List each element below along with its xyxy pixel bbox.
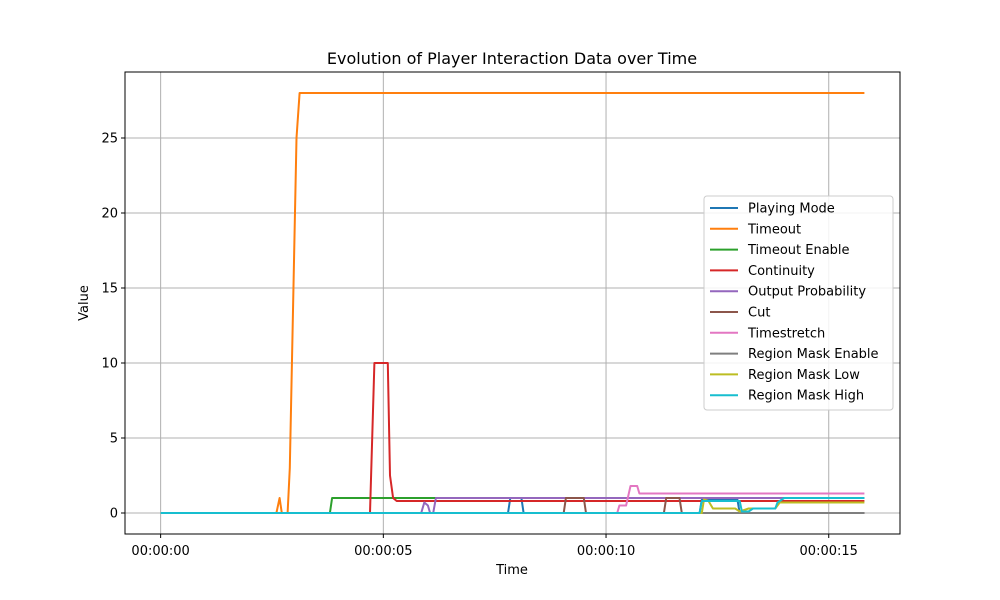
y-tick-label: 15	[101, 282, 118, 297]
plot-frame	[124, 71, 901, 535]
legend-label: Region Mask High	[748, 389, 864, 404]
legend-label: Region Mask Low	[748, 368, 860, 383]
y-tick-label: 25	[101, 132, 118, 147]
series-line-continuity	[160, 362, 865, 514]
legend-box	[703, 195, 894, 411]
legend: Playing Mode Timeout Timeout Enable Continu…	[703, 195, 894, 411]
legend-label: Continuity	[748, 264, 815, 279]
axis-ticks: 00:00:00 00:00:05 00:00:10 00:00:15 0 5 10 15 20…	[101, 132, 857, 560]
legend-label: Timestretch	[747, 326, 825, 341]
y-tick-label: 10	[101, 357, 118, 372]
legend-label: Timeout Enable	[747, 243, 850, 258]
series-line-output-probability	[160, 497, 865, 514]
series-line-timestretch	[160, 485, 865, 514]
series-layer	[160, 92, 865, 514]
legend-label: Timeout	[747, 222, 801, 237]
legend-label: Region Mask Enable	[748, 347, 879, 362]
legend-label: Output Probability	[748, 285, 866, 300]
legend-label: Playing Mode	[748, 202, 835, 217]
series-line-region-mask-high	[160, 497, 865, 514]
x-tick-label: 00:00:10	[577, 544, 635, 559]
legend-label: Cut	[748, 306, 770, 321]
x-axis-label: Time	[495, 563, 528, 578]
x-tick-label: 00:00:15	[800, 544, 858, 559]
chart-title: Evolution of Player Interaction Data ove…	[327, 49, 697, 68]
x-tick-label: 00:00:00	[131, 544, 189, 559]
y-tick-label: 20	[101, 207, 118, 222]
y-tick-label: 5	[110, 432, 118, 447]
y-tick-label: 0	[110, 507, 118, 522]
x-tick-label: 00:00:05	[354, 544, 412, 559]
y-axis-label: Value	[77, 285, 92, 321]
